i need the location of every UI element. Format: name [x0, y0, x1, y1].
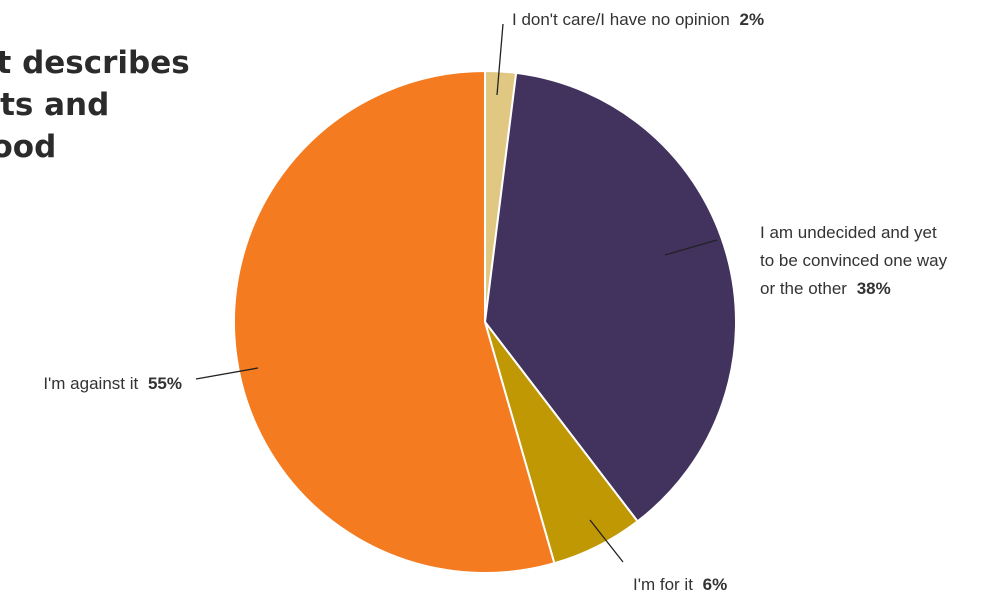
label-for-text: I'm for it	[633, 575, 693, 594]
label-undecided-line-2: to be convinced one way	[760, 251, 948, 270]
slice-against	[233, 69, 556, 574]
title-line-1: st describes	[0, 45, 190, 81]
slice-undecided	[483, 71, 737, 523]
label-no-opinion: I don't care/I have no opinion 2%	[512, 10, 764, 29]
leader-line-against	[195, 367, 259, 380]
chart-title: st describes hts and food	[0, 42, 238, 168]
label-undecided: I am undecided and yet to be convinced o…	[760, 223, 952, 298]
title-line-2: hts and	[0, 87, 110, 123]
title-line-3: food	[0, 129, 57, 165]
label-against-text: I'm against it	[43, 374, 138, 393]
label-no-opinion-text: I don't care/I have no opinion	[512, 10, 730, 29]
label-no-opinion-value: 2%	[740, 10, 765, 29]
label-undecided-line-1: I am undecided and yet	[760, 223, 937, 242]
leader-line-no-opinion	[496, 23, 504, 96]
label-against: I'm against it 55%	[43, 374, 182, 393]
label-for-value: 6%	[703, 575, 728, 594]
pie-slices	[233, 69, 737, 574]
label-for: I'm for it 6%	[633, 575, 727, 594]
label-against-value: 55%	[148, 374, 182, 393]
leader-line-undecided	[664, 239, 718, 256]
label-undecided-value: 38%	[857, 279, 891, 298]
label-undecided-line-3: or the other	[760, 279, 847, 298]
leader-line-for	[589, 519, 624, 563]
